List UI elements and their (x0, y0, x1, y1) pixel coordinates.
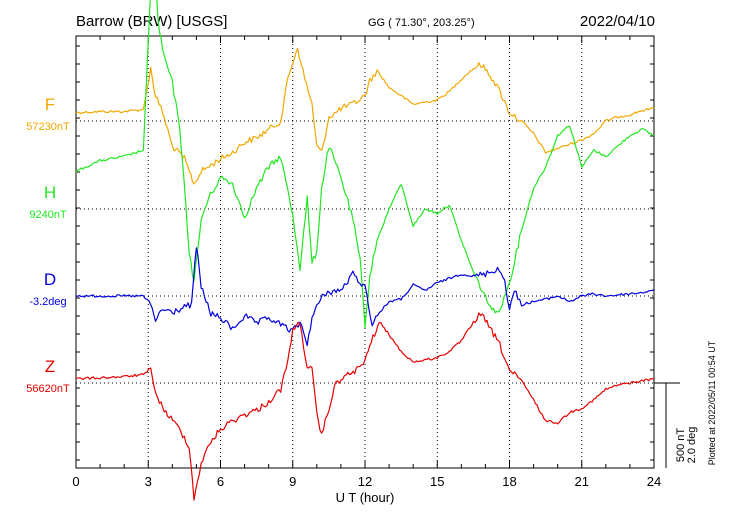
station-coordinates: GG ( 71.30°, 203.25°) (368, 17, 475, 29)
scale-label-nt: 500 nT (675, 428, 687, 463)
x-tick-label: 12 (358, 474, 372, 489)
x-tick-label: 3 (145, 474, 152, 489)
x-tick-label: 15 (430, 474, 444, 489)
channel-baselines (76, 120, 654, 384)
x-tick-label: 21 (575, 474, 589, 489)
x-tick-label: 0 (72, 474, 79, 489)
channel-label-D: D (44, 270, 56, 289)
baseline-value-D: -3.2deg (29, 296, 66, 308)
baseline-value-Z: 56620nT (26, 383, 70, 395)
grid-lines (147, 36, 583, 468)
channel-label-Z: Z (45, 357, 55, 376)
x-tick-label: 24 (647, 474, 661, 489)
scale-bar: 500 nT 2.0 deg (654, 382, 698, 468)
channel-label-F: F (45, 95, 55, 114)
x-axis-ticks: 0 3 6 9 12 15 18 21 24 (72, 474, 661, 489)
x-axis-label: U T (hour) (336, 490, 395, 505)
baseline-value-H: 9240nT (29, 209, 67, 221)
series-line-Z (76, 312, 655, 501)
x-tick-label: 6 (217, 474, 224, 489)
frame-ticks (75, 36, 655, 468)
x-tick-label: 9 (289, 474, 296, 489)
series-line-D (75, 247, 655, 347)
channel-labels: F 57230nT H 9240nT D -3.2deg Z 56620nT (26, 95, 70, 395)
scale-label-deg: 2.0 deg (686, 427, 698, 464)
baseline-value-F: 57230nT (26, 121, 70, 133)
series-line-F (75, 47, 655, 185)
data-series (75, 0, 655, 501)
channel-label-H: H (44, 183, 56, 202)
series-line-H (75, 0, 655, 329)
station-title: Barrow (BRW) [USGS] (76, 13, 227, 30)
plot-date: 2022/04/10 (580, 13, 655, 30)
plotted-timestamp: Plotted at 2022/05/11 00:54 UT (707, 340, 717, 465)
x-tick-label: 18 (502, 474, 516, 489)
